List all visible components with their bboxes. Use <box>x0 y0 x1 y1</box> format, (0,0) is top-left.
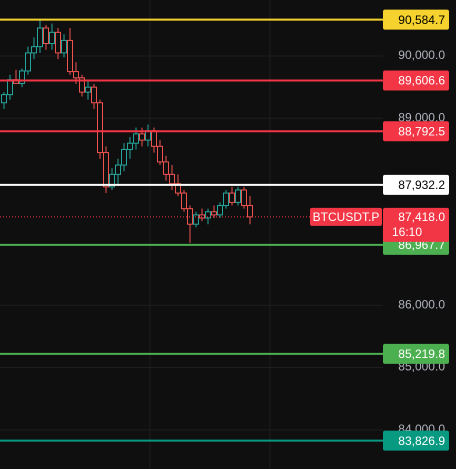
candle-body <box>1 94 7 104</box>
level-label: 87,932.2 <box>398 178 445 192</box>
candle-body <box>241 189 247 207</box>
candle-body <box>193 214 199 225</box>
level-label: 83,826.9 <box>398 434 445 448</box>
candle-body <box>205 211 211 219</box>
symbol-box <box>310 207 382 226</box>
current-price-label: 87,418.0 <box>398 210 445 224</box>
candle-body <box>127 142 133 150</box>
current-price-box <box>383 207 449 242</box>
candle-body <box>229 192 235 203</box>
candle-body <box>61 39 67 54</box>
candle-body <box>43 27 49 45</box>
candle-body <box>247 205 253 218</box>
level-label-box <box>383 121 449 142</box>
candle-body <box>109 173 115 188</box>
candle-body <box>115 164 121 175</box>
candle-body <box>139 133 145 141</box>
candle-body <box>163 161 169 175</box>
candle-body <box>49 31 55 45</box>
symbol-label: BTCUSDT.P <box>313 210 380 224</box>
candle-body <box>85 86 91 93</box>
candle-body <box>91 86 97 104</box>
y-tick-label: 90,000.0 <box>398 48 445 62</box>
candle-body <box>181 192 187 210</box>
level-label-box <box>383 70 449 91</box>
candle-body <box>67 39 73 73</box>
level-label-box <box>383 9 449 30</box>
candle-body <box>7 79 13 96</box>
level-label: 90,584.7 <box>398 13 445 27</box>
candle-body <box>151 130 157 147</box>
level-label: 85,219.8 <box>398 347 445 361</box>
candle-body <box>25 52 31 72</box>
y-tick-label: 86,000.0 <box>398 297 445 311</box>
candle-body <box>211 211 217 216</box>
level-label: 89,606.6 <box>398 74 445 88</box>
level-label: 88,792.5 <box>398 124 445 138</box>
candle-body <box>55 31 61 54</box>
candle-body <box>169 173 175 185</box>
candle-body <box>31 46 37 54</box>
level-label-box <box>383 174 449 195</box>
candle-body <box>19 70 25 84</box>
candle-body <box>175 183 181 194</box>
candle-body <box>121 148 127 166</box>
countdown-label: 16:10 <box>392 225 422 239</box>
candle-body <box>217 205 223 216</box>
candle-body <box>235 189 241 203</box>
candle-body <box>223 192 229 207</box>
level-label-box <box>383 430 449 451</box>
candle-body <box>73 71 79 79</box>
candle-body <box>37 27 43 48</box>
candle-body <box>157 145 163 163</box>
candle-body <box>103 152 109 188</box>
y-tick-label: 89,000.0 <box>398 110 445 124</box>
candle-body <box>79 77 85 93</box>
candle-body <box>97 102 103 154</box>
level-label-box <box>383 343 449 364</box>
candle-body <box>133 133 139 144</box>
